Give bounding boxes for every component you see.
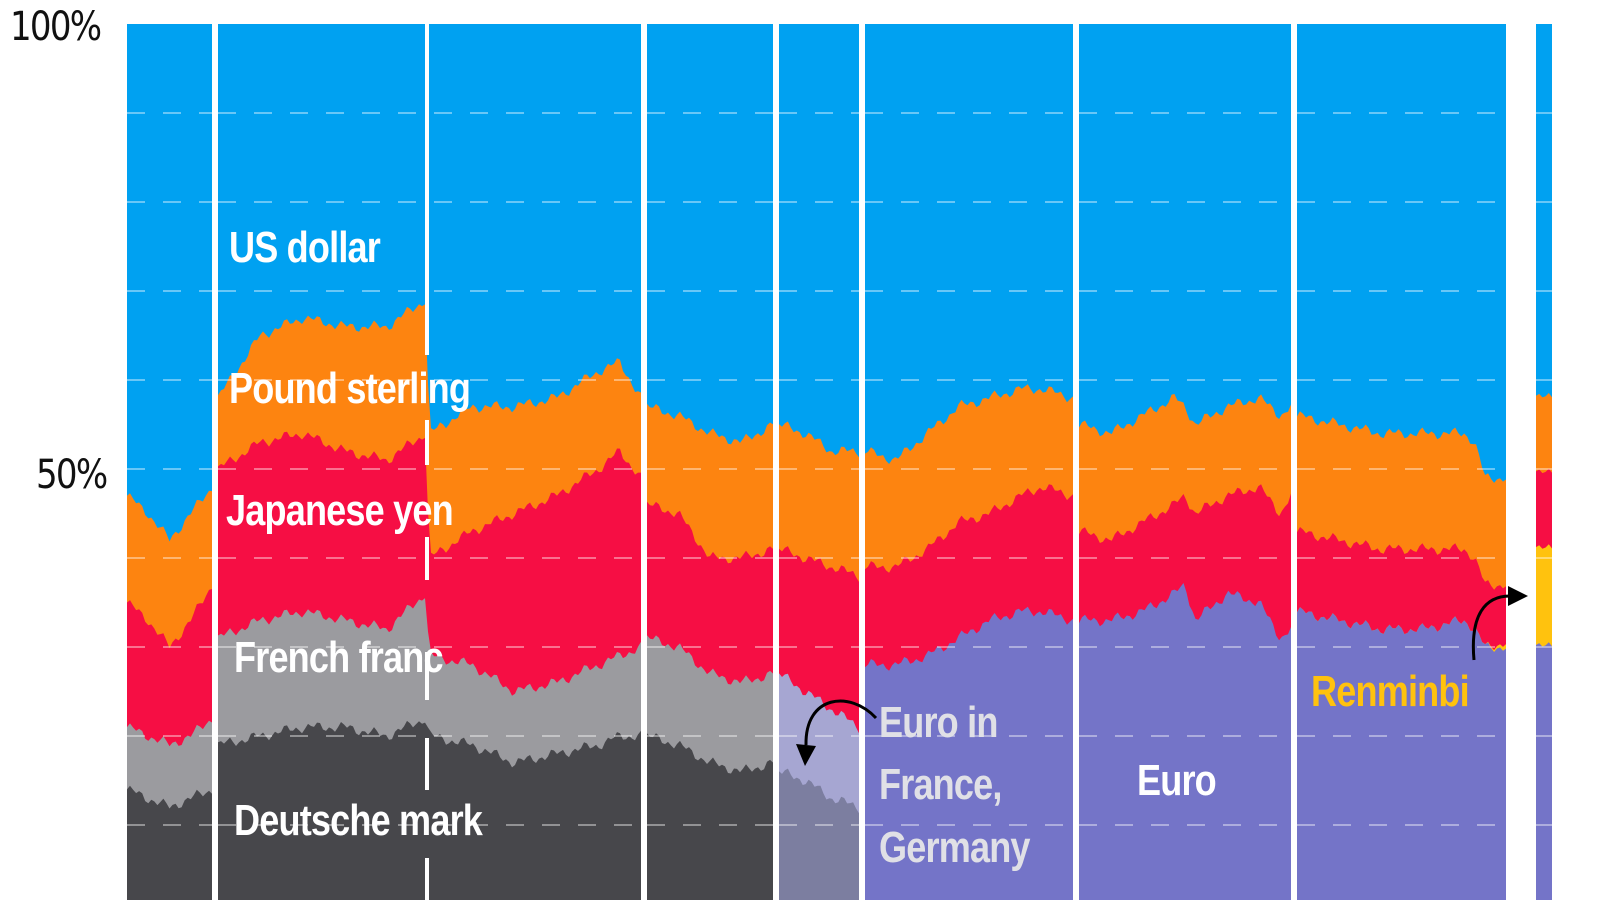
label-us-dollar: US dollar xyxy=(229,223,381,272)
label-euro-fg-line3: Germany xyxy=(879,822,1031,872)
label-deutsche-mark: Deutsche mark xyxy=(234,796,483,845)
area-layers xyxy=(127,24,1552,900)
label-french-franc: French franc xyxy=(234,633,444,682)
label-renminbi: Renminbi xyxy=(1311,667,1470,716)
area-euro xyxy=(865,606,1073,900)
area-deutsche-mark xyxy=(218,720,641,900)
label-pound-sterling: Pound sterling xyxy=(229,364,471,413)
label-japanese-yen: Japanese yen xyxy=(226,486,454,535)
y-axis-label-100: 100% xyxy=(10,4,102,50)
area-deutsche-mark xyxy=(127,785,212,900)
area-euro xyxy=(1297,607,1506,900)
renminbi-arrow-icon xyxy=(1471,594,1511,661)
area-euro-in-germany xyxy=(779,768,859,900)
euro-fg-arrowhead-icon xyxy=(796,744,816,766)
euro-fg-arrow-icon xyxy=(804,699,878,746)
y-axis-label-50: 50% xyxy=(36,452,108,498)
label-euro-fg-line2: France, xyxy=(879,760,1002,810)
annotation-arrows xyxy=(796,586,1528,766)
label-euro-france-germany: Euro in France, Germany xyxy=(879,692,1031,879)
area-euro xyxy=(1536,642,1552,900)
area-deutsche-mark xyxy=(647,733,773,900)
label-euro-fg-line1: Euro in xyxy=(879,698,998,747)
area-euro xyxy=(1079,583,1291,900)
label-euro: Euro xyxy=(1137,756,1217,805)
gridlines xyxy=(127,112,1552,826)
renminbi-arrowhead-icon xyxy=(1508,586,1528,606)
